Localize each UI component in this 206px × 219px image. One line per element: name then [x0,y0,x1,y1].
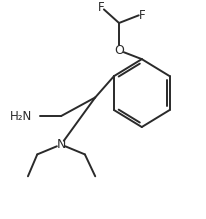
Text: N: N [56,138,66,151]
Text: H₂N: H₂N [10,110,32,123]
Text: F: F [138,9,144,22]
Text: F: F [98,1,104,14]
Text: O: O [114,44,123,57]
